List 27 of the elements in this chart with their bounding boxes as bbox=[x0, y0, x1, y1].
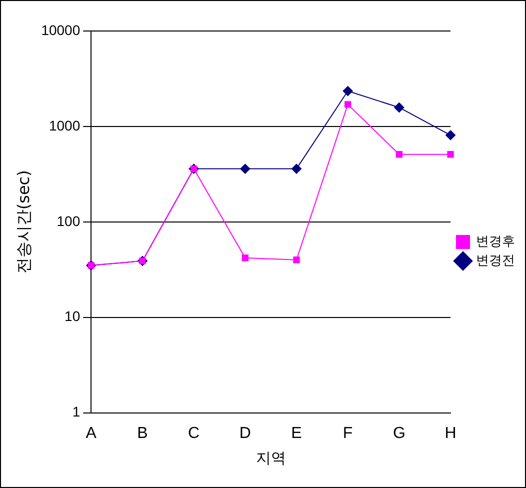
point bbox=[447, 151, 454, 158]
x-tick-label: G bbox=[392, 424, 406, 442]
point bbox=[344, 101, 352, 108]
point bbox=[394, 102, 404, 112]
x-tick-label: H bbox=[444, 424, 456, 442]
x-tick-label: C bbox=[188, 424, 200, 442]
y-tick-label: 1 bbox=[72, 404, 80, 420]
point bbox=[342, 86, 353, 96]
legend-label: 변경전 bbox=[476, 253, 515, 268]
x-axis-title: 지역 bbox=[256, 448, 286, 467]
point bbox=[293, 256, 300, 264]
point bbox=[240, 164, 250, 174]
legend-label: 변경후 bbox=[476, 234, 515, 250]
point bbox=[242, 254, 248, 262]
point bbox=[446, 130, 456, 140]
y-axis-title: 전송시간(sec) bbox=[14, 170, 33, 274]
y-tick-label: 10000 bbox=[41, 22, 80, 38]
x-tick-label: A bbox=[86, 424, 97, 442]
x-tick-label: D bbox=[239, 424, 251, 442]
x-tick-label: F bbox=[342, 424, 353, 442]
point bbox=[396, 151, 402, 158]
y-tick-label: 100 bbox=[56, 212, 80, 229]
y-tick-label: 10 bbox=[64, 308, 80, 324]
point bbox=[291, 164, 302, 174]
x-tick-label: E bbox=[291, 424, 302, 442]
y-tick-label: 1000 bbox=[48, 117, 80, 134]
x-tick-label: B bbox=[137, 424, 148, 442]
